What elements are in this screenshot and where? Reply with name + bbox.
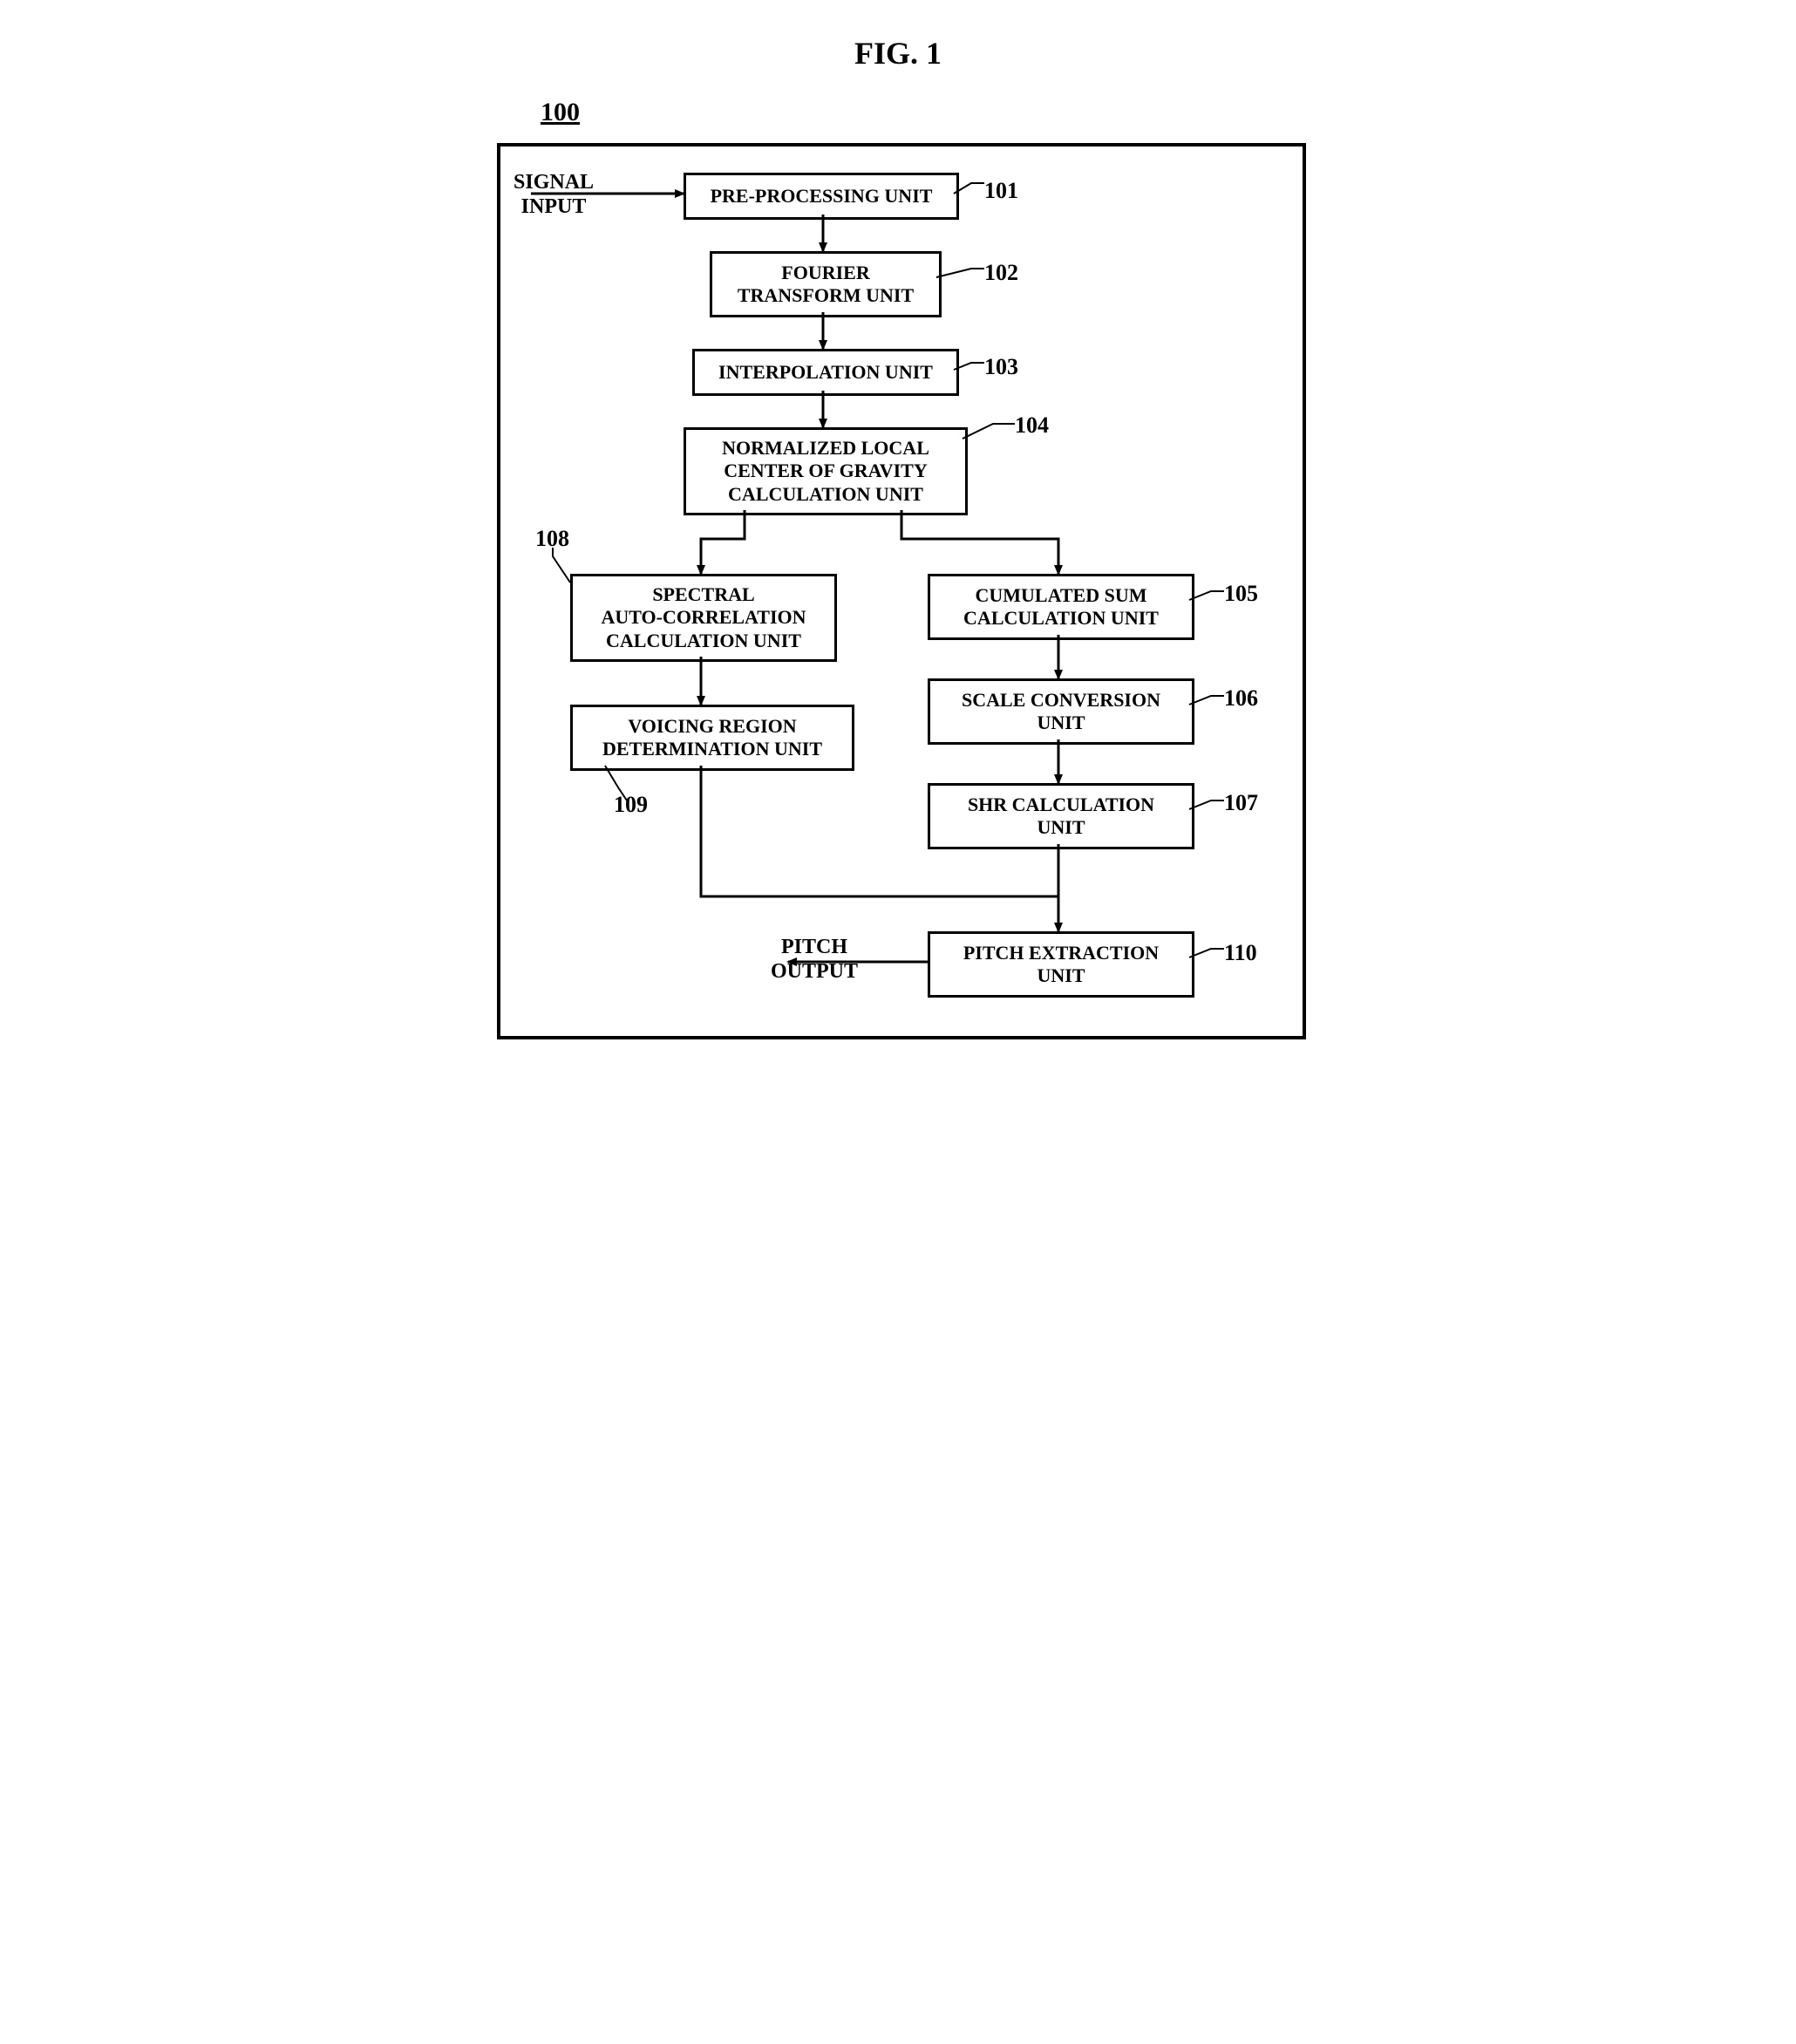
block-110: PITCH EXTRACTIONUNIT [928, 931, 1194, 998]
block-106: SCALE CONVERSIONUNIT [928, 678, 1194, 745]
ref-108: 108 [535, 526, 569, 552]
block-105: CUMULATED SUMCALCULATION UNIT [928, 574, 1194, 640]
ref-105: 105 [1224, 581, 1258, 607]
ref-103: 103 [984, 354, 1018, 380]
ref-104: 104 [1015, 412, 1049, 439]
system-ref: 100 [541, 98, 1334, 127]
ref-107: 107 [1224, 790, 1258, 816]
block-108: SPECTRALAUTO-CORRELATIONCALCULATION UNIT [570, 574, 837, 662]
block-103: INTERPOLATION UNIT [692, 349, 959, 396]
ref-109: 109 [614, 792, 648, 818]
block-101: PRE-PROCESSING UNIT [684, 173, 959, 220]
ref-106: 106 [1224, 685, 1258, 712]
block-107: SHR CALCULATIONUNIT [928, 783, 1194, 849]
block-102: FOURIERTRANSFORM UNIT [710, 251, 942, 317]
diagram-frame: PRE-PROCESSING UNIT FOURIERTRANSFORM UNI… [497, 143, 1306, 1039]
input-label: SIGNALINPUT [514, 171, 594, 219]
ref-110: 110 [1224, 940, 1257, 966]
figure-title: FIG. 1 [462, 35, 1334, 72]
block-109: VOICING REGIONDETERMINATION UNIT [570, 705, 854, 771]
output-label: PITCHOUTPUT [771, 936, 858, 984]
block-104: NORMALIZED LOCALCENTER OF GRAVITYCALCULA… [684, 427, 968, 515]
ref-101: 101 [984, 178, 1018, 204]
ref-102: 102 [984, 260, 1018, 286]
